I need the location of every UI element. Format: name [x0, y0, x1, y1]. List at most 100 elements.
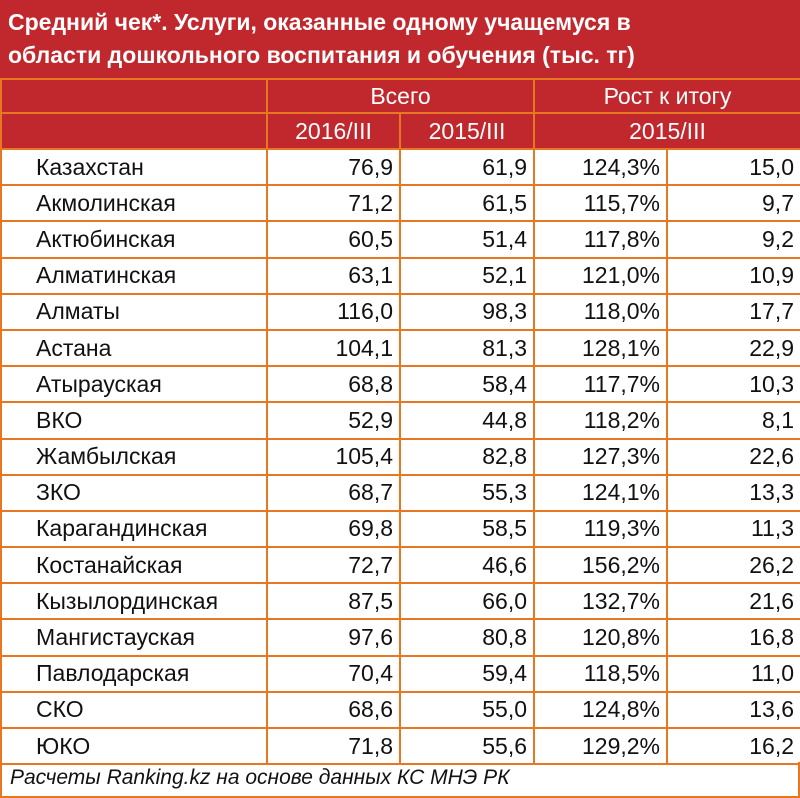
header-row-2: 2016/III 2015/III 2015/III [0, 112, 800, 150]
growth-diff-cell: 9,2 [666, 220, 800, 259]
value-2015-cell: 51,4 [399, 220, 535, 259]
growth-percent-cell: 118,0% [533, 292, 668, 331]
growth-percent-cell: 118,2% [533, 401, 668, 440]
growth-diff-cell: 22,9 [666, 328, 800, 368]
region-cell: ВКО [0, 401, 268, 440]
growth-percent-cell: 132,7% [533, 582, 668, 621]
header-total: Всего [266, 78, 535, 114]
region-cell: Казахстан [0, 147, 268, 187]
growth-diff-cell: 16,8 [666, 618, 800, 657]
table-row: Кызылординская 87,5 66,0 132,7% 21,6 [0, 582, 800, 621]
value-2016-cell: 63,1 [266, 256, 401, 295]
growth-percent-cell: 124,3% [533, 147, 668, 187]
header-corner [0, 78, 268, 114]
region-cell: Актюбинская [0, 220, 268, 259]
growth-diff-cell: 10,9 [666, 256, 800, 295]
growth-percent-cell: 117,8% [533, 220, 668, 259]
value-2016-cell: 87,5 [266, 582, 401, 621]
header-growth-period: 2015/III [533, 112, 800, 150]
region-cell: Алматы [0, 292, 268, 331]
title-line-1: Средний чек*. Услуги, оказанные одному у… [8, 9, 631, 35]
growth-diff-cell: 26,2 [666, 546, 800, 585]
value-2016-cell: 69,8 [266, 509, 401, 549]
header-col-2016: 2016/III [266, 112, 401, 150]
header-row-1: Всего Рост к итогу [0, 78, 800, 114]
growth-diff-cell: 22,6 [666, 437, 800, 476]
header-growth: Рост к итогу [533, 78, 800, 114]
growth-percent-cell: 129,2% [533, 726, 668, 766]
table-row: Павлодарская 70,4 59,4 118,5% 11,0 [0, 654, 800, 693]
value-2016-cell: 71,8 [266, 726, 401, 766]
value-2016-cell: 116,0 [266, 292, 401, 331]
region-cell: Карагандинская [0, 509, 268, 549]
value-2015-cell: 59,4 [399, 654, 535, 693]
growth-diff-cell: 11,0 [666, 654, 800, 693]
source-note: Расчеты Ranking.kz на основе данных КС М… [0, 762, 800, 798]
value-2016-cell: 76,9 [266, 147, 401, 187]
title-line-2: области дошкольного воспитания и обучени… [8, 42, 635, 68]
value-2016-cell: 105,4 [266, 437, 401, 476]
region-cell: СКО [0, 690, 268, 730]
growth-percent-cell: 120,8% [533, 618, 668, 657]
value-2016-cell: 68,6 [266, 690, 401, 730]
region-cell: Костанайская [0, 546, 268, 585]
region-cell: ЮКО [0, 726, 268, 766]
header-col-2015: 2015/III [399, 112, 535, 150]
table-row: Астана 104,1 81,3 128,1% 22,9 [0, 328, 800, 368]
growth-percent-cell: 115,7% [533, 184, 668, 223]
value-2016-cell: 72,7 [266, 546, 401, 585]
growth-diff-cell: 10,3 [666, 365, 800, 404]
table-row: Актюбинская 60,5 51,4 117,8% 9,2 [0, 220, 800, 259]
table-row: Алматинская 63,1 52,1 121,0% 10,9 [0, 256, 800, 295]
growth-diff-cell: 8,1 [666, 401, 800, 440]
value-2016-cell: 68,7 [266, 473, 401, 512]
growth-percent-cell: 127,3% [533, 437, 668, 476]
value-2015-cell: 81,3 [399, 328, 535, 368]
value-2016-cell: 52,9 [266, 401, 401, 440]
table-body: Казахстан 76,9 61,9 124,3% 15,0 Акмолинская 71… [0, 147, 800, 766]
growth-diff-cell: 16,2 [666, 726, 800, 766]
table-row: Мангистауская 97,6 80,8 120,8% 16,8 [0, 618, 800, 657]
data-table: Всего Рост к итогу 2016/III 2015/III 201… [0, 78, 800, 766]
region-cell: Атырауская [0, 365, 268, 404]
growth-percent-cell: 128,1% [533, 328, 668, 368]
table-row: Казахстан 76,9 61,9 124,3% 15,0 [0, 147, 800, 187]
table-row: Атырауская 68,8 58,4 117,7% 10,3 [0, 365, 800, 404]
growth-diff-cell: 11,3 [666, 509, 800, 549]
table-title: Средний чек*. Услуги, оказанные одному у… [0, 0, 800, 78]
value-2015-cell: 55,0 [399, 690, 535, 730]
growth-percent-cell: 121,0% [533, 256, 668, 295]
region-cell: Астана [0, 328, 268, 368]
value-2016-cell: 60,5 [266, 220, 401, 259]
table-row: Алматы 116,0 98,3 118,0% 17,7 [0, 292, 800, 331]
value-2016-cell: 68,8 [266, 365, 401, 404]
table-row: СКО 68,6 55,0 124,8% 13,6 [0, 690, 800, 730]
value-2015-cell: 61,9 [399, 147, 535, 187]
value-2015-cell: 55,3 [399, 473, 535, 512]
value-2015-cell: 98,3 [399, 292, 535, 331]
table-row: ЗКО 68,7 55,3 124,1% 13,3 [0, 473, 800, 512]
table-row: Карагандинская 69,8 58,5 119,3% 11,3 [0, 509, 800, 549]
growth-percent-cell: 124,1% [533, 473, 668, 512]
growth-diff-cell: 9,7 [666, 184, 800, 223]
region-cell: Алматинская [0, 256, 268, 295]
region-cell: Акмолинская [0, 184, 268, 223]
growth-diff-cell: 17,7 [666, 292, 800, 331]
value-2015-cell: 58,5 [399, 509, 535, 549]
growth-percent-cell: 117,7% [533, 365, 668, 404]
value-2015-cell: 66,0 [399, 582, 535, 621]
table-row: Жамбылская 105,4 82,8 127,3% 22,6 [0, 437, 800, 476]
value-2015-cell: 80,8 [399, 618, 535, 657]
value-2015-cell: 44,8 [399, 401, 535, 440]
value-2015-cell: 52,1 [399, 256, 535, 295]
value-2015-cell: 46,6 [399, 546, 535, 585]
table-row: Акмолинская 71,2 61,5 115,7% 9,7 [0, 184, 800, 223]
growth-diff-cell: 15,0 [666, 147, 800, 187]
growth-percent-cell: 119,3% [533, 509, 668, 549]
value-2015-cell: 55,6 [399, 726, 535, 766]
table-row: ЮКО 71,8 55,6 129,2% 16,2 [0, 726, 800, 766]
region-cell: Павлодарская [0, 654, 268, 693]
table-row: Костанайская 72,7 46,6 156,2% 26,2 [0, 546, 800, 585]
value-2016-cell: 71,2 [266, 184, 401, 223]
header-corner-2 [0, 112, 268, 150]
